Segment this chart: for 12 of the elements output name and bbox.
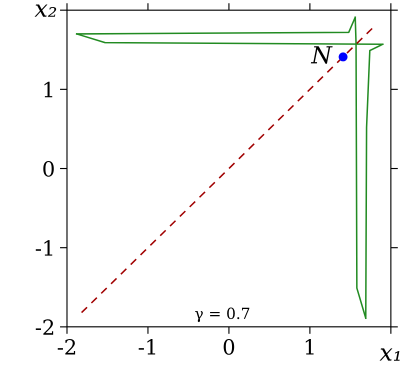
annotation: γ = 0.7 xyxy=(195,308,250,322)
y-tick-label: -2 xyxy=(36,319,54,335)
y-tick-label: 0 xyxy=(43,160,54,177)
y-axis-title: x₂ xyxy=(34,4,56,17)
x-tick-label: -1 xyxy=(138,339,156,354)
y-tick-label: -1 xyxy=(36,240,52,256)
x-tick-label: -2 xyxy=(58,339,76,354)
y-tick-label: 1 xyxy=(44,82,52,98)
x-axis-title: x₁ xyxy=(380,348,400,361)
x-tick-label: 0 xyxy=(224,339,234,355)
x-tick-label: 1 xyxy=(306,339,314,354)
series-label: N xyxy=(310,46,333,64)
